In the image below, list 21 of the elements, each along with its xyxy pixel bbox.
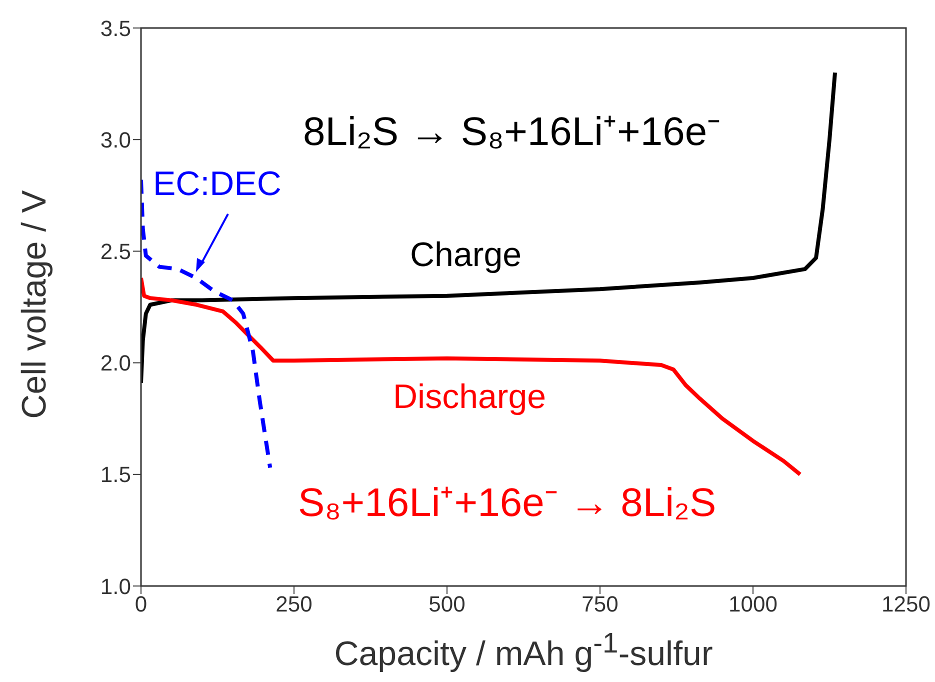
y-tick-label: 3.5 xyxy=(100,16,131,41)
y-tick-label: 2.0 xyxy=(100,350,131,376)
y-tick-label: 3.0 xyxy=(100,127,131,152)
x-tick-label: 1000 xyxy=(728,592,778,617)
y-axis-title: Cell voltage / V xyxy=(16,190,54,419)
series-label: EC:DEC xyxy=(153,165,282,204)
y-tick-label: 1.0 xyxy=(100,574,131,599)
x-tick-label: 0 xyxy=(134,592,148,617)
annotation: 8Li₂S → S₈+16Li⁺+16e⁻ xyxy=(303,109,722,156)
annotation: S₈+16Li⁺+16e⁻ → 8Li₂S xyxy=(298,480,716,527)
series-label: Charge xyxy=(410,236,522,275)
y-tick-label: 1.5 xyxy=(100,462,131,488)
x-tick-label: 250 xyxy=(276,592,312,617)
x-axis-title: Capacity / mAh g$^{-1}$-sulfur xyxy=(334,628,713,674)
y-tick-label: 2.5 xyxy=(100,239,131,264)
line-series xyxy=(141,276,802,476)
line-series xyxy=(141,70,838,385)
x-tick-label: 1250 xyxy=(882,592,930,617)
x-tick-label: 750 xyxy=(582,592,618,617)
x-tick-label: 500 xyxy=(428,592,466,617)
series-label: Discharge xyxy=(393,378,546,417)
